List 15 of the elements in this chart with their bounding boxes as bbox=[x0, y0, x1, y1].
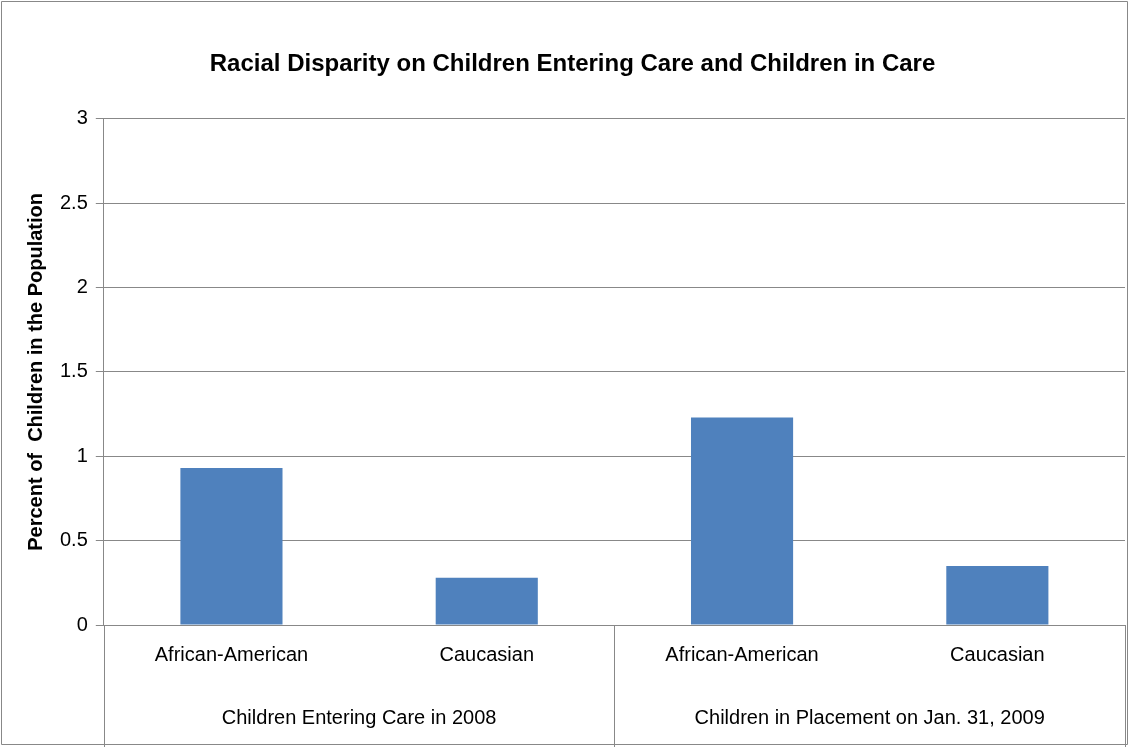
y-tick-label: 1.5 bbox=[59, 359, 88, 382]
y-axis-title: Percent of Children in the Population bbox=[23, 193, 46, 551]
y-tick-label: 2.5 bbox=[59, 190, 88, 213]
x-tick-label: African-American bbox=[154, 642, 309, 665]
x-tick-label: African-American bbox=[665, 642, 819, 665]
y-tick-label: 1 bbox=[76, 443, 88, 466]
chart-title: Racial Disparity on Children Entering Care and Children in Care bbox=[209, 49, 936, 77]
x-tick-label: Caucasian bbox=[439, 642, 535, 665]
text: Children Entering Care in 2008 bbox=[221, 705, 497, 728]
y-tick-label: 3 bbox=[76, 106, 88, 129]
text: Children in Placement on Jan. 31, 2009 bbox=[694, 705, 1045, 728]
y-tick-label: 2 bbox=[76, 275, 88, 298]
x-tick-label: Caucasian bbox=[950, 642, 1045, 665]
y-tick-label: 0 bbox=[76, 612, 88, 635]
y-tick-label: 0.5 bbox=[59, 528, 88, 551]
